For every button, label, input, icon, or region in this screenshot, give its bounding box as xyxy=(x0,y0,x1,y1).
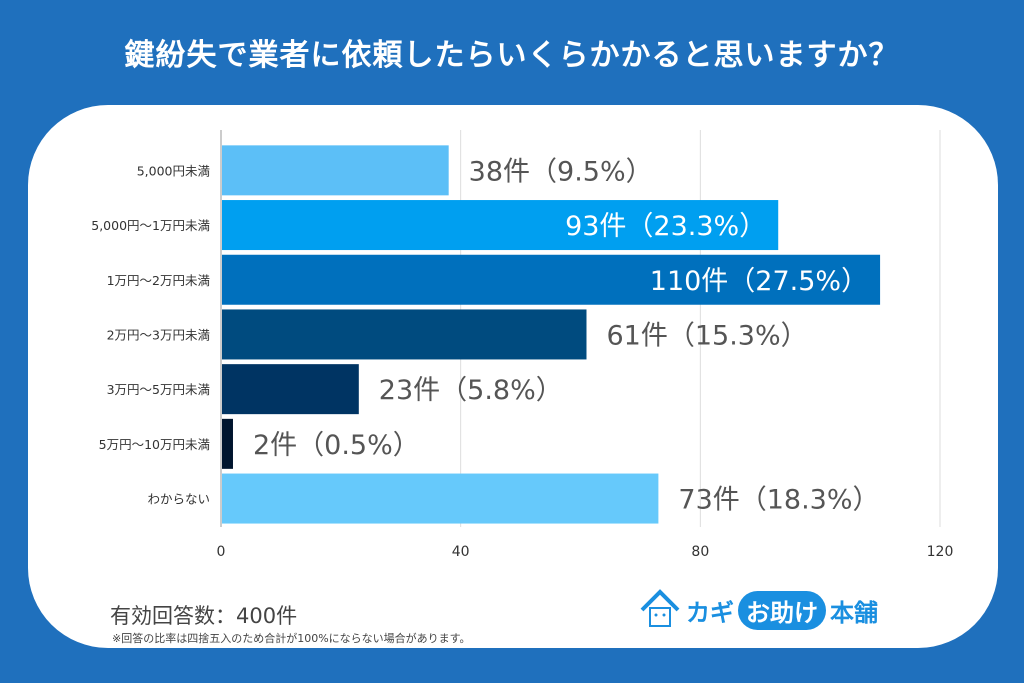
bar xyxy=(222,364,359,415)
category-label: 2万円〜3万円未満 xyxy=(107,327,210,342)
chart-panel xyxy=(28,105,998,648)
brand-logo: カギ お助け 本舗 xyxy=(638,588,878,632)
x-tick-label: 120 xyxy=(927,544,954,560)
footnote: ※回答の比率は四捨五入のため合計が100%にならない場合があります。 xyxy=(112,632,471,645)
data-label: 110件（27.5%） xyxy=(650,266,868,297)
logo-text-honpo: 本舗 xyxy=(830,598,878,627)
x-tick-label: 0 xyxy=(217,544,226,560)
logo-text-kagi: カギ xyxy=(686,598,734,627)
bar xyxy=(222,145,449,196)
category-label: 5万円〜10万円未満 xyxy=(99,437,210,452)
chart-title: 鍵紛失で業者に依頼したらいくらかかると思いますか？ xyxy=(124,38,900,73)
bar xyxy=(222,418,233,469)
logo-text-otasuke: お助け xyxy=(738,590,826,630)
x-tick-label: 80 xyxy=(691,544,709,560)
response-count: 有効回答数：400件 xyxy=(110,604,298,628)
bar xyxy=(222,473,659,524)
x-tick-label: 40 xyxy=(452,544,470,560)
category-label: わからない xyxy=(147,492,210,507)
category-label: 5,000円〜1万円未満 xyxy=(91,218,210,233)
data-label: 23件（5.8%） xyxy=(379,375,563,406)
bar xyxy=(222,254,881,305)
data-label: 93件（23.3%） xyxy=(565,211,766,242)
data-label: 61件（15.3%） xyxy=(606,320,807,351)
data-label: 73件（18.3%） xyxy=(678,485,879,516)
data-label: 38件（9.5%） xyxy=(469,156,653,187)
data-label: 2件（0.5%） xyxy=(253,430,420,461)
category-label: 3万円〜5万円未満 xyxy=(107,382,210,397)
bar xyxy=(222,309,587,360)
bar xyxy=(222,200,779,251)
category-label: 5,000円未満 xyxy=(137,163,210,178)
category-label: 1万円〜2万円未満 xyxy=(107,273,210,288)
house-mascot-icon xyxy=(640,589,680,627)
